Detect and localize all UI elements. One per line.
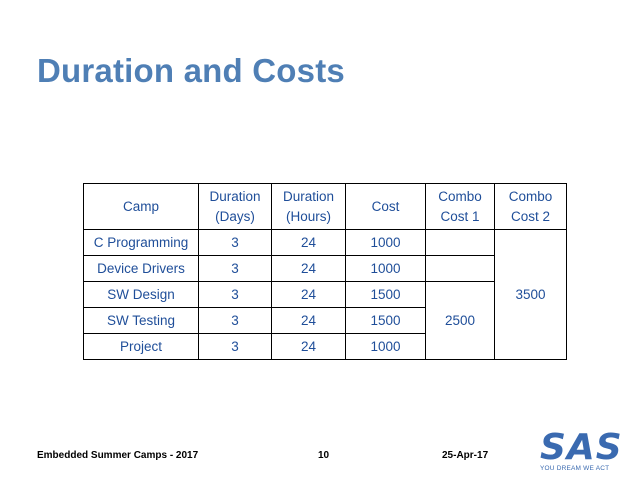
header-duration-days-line2: (Days) [215, 208, 255, 224]
table-header-row: Camp Duration (Days) Duration (Hours) Co… [83, 183, 567, 230]
camp-cell: Project [83, 333, 199, 360]
duration-costs-table: Camp Duration (Days) Duration (Hours) Co… [83, 183, 567, 360]
cost-cell: 1000 [345, 229, 426, 256]
hours-cell: 24 [271, 229, 346, 256]
header-camp: Camp [83, 183, 199, 230]
combo-cost-1-cell: 2500 [425, 281, 495, 360]
header-combo-cost-2: Combo Cost 2 [494, 183, 567, 230]
footer-page-number: 10 [318, 450, 330, 461]
cost-cell: 1000 [345, 255, 426, 282]
sas-logo-tagline: YOU DREAM WE ACT [540, 465, 610, 472]
hours-cell: 24 [271, 281, 346, 308]
header-combo-cost-2-line1: Combo [508, 188, 553, 204]
header-combo-cost-1-line2: Cost 1 [440, 208, 480, 224]
table-row: Project 3 24 1000 [83, 333, 567, 360]
table-row: C Programming 3 24 1000 3500 [83, 229, 567, 360]
days-cell: 3 [198, 229, 272, 256]
camp-cell: Device Drivers [83, 255, 199, 282]
days-cell: 3 [198, 333, 272, 360]
footer-date: 25-Apr-17 [442, 450, 489, 461]
combo-cost-1-empty-cell [425, 229, 495, 256]
camp-cell: SW Design [83, 281, 199, 308]
header-duration-hours-line2: (Hours) [285, 208, 331, 224]
hours-cell: 24 [271, 307, 346, 334]
camp-cell: C Programming [83, 229, 199, 256]
header-cost: Cost [345, 183, 426, 230]
cost-cell: 1000 [345, 333, 426, 360]
slide-title: Duration and Costs [37, 52, 345, 89]
header-duration-hours-line1: Duration [282, 188, 335, 204]
days-cell: 3 [198, 307, 272, 334]
combo-cost-1-empty-cell [425, 255, 495, 282]
hours-cell: 24 [271, 255, 346, 282]
sas-logo: SAS YOU DREAM WE ACT [540, 427, 623, 473]
header-duration-days: Duration (Days) [198, 183, 272, 230]
header-duration-hours: Duration (Hours) [271, 183, 346, 230]
footer-event-name: Embedded Summer Camps - 2017 [37, 450, 199, 461]
cost-cell: 1500 [345, 281, 426, 308]
days-cell: 3 [198, 281, 272, 308]
header-duration-days-line1: Duration [209, 188, 261, 204]
cost-cell: 1500 [345, 307, 426, 334]
header-combo-cost-1-line1: Combo [438, 188, 482, 204]
camp-cell: SW Testing [83, 307, 199, 334]
sas-logo-letters: SAS [540, 427, 623, 468]
table-row: SW Design 3 24 1500 2500 [83, 281, 567, 360]
header-combo-cost-1: Combo Cost 1 [425, 183, 495, 230]
combo-cost-2-cell: 3500 [494, 229, 567, 360]
hours-cell: 24 [271, 333, 346, 360]
table-row: Device Drivers 3 24 1000 [83, 255, 567, 282]
days-cell: 3 [198, 255, 272, 282]
header-combo-cost-2-line2: Cost 2 [510, 208, 551, 224]
